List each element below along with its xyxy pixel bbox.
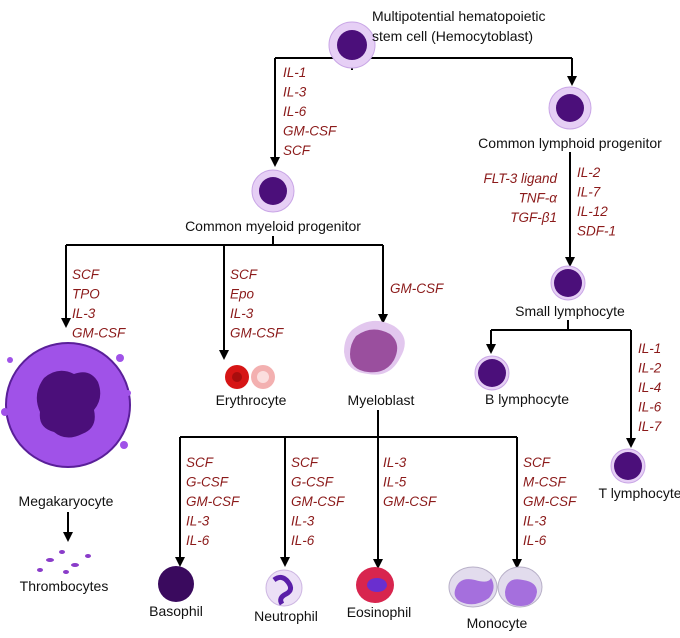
cytokine-label: SCF — [523, 455, 551, 470]
cytokine-label: G-CSF — [186, 475, 229, 490]
cell-labels: Multipotential hematopoietic stem cell (… — [19, 8, 680, 631]
cytokine-labels: IL-1 IL-3 IL-6 GM-CSF SCF FLT-3 ligand TNF-α TG… — [72, 65, 662, 548]
myeloblast-label: Myeloblast — [348, 392, 415, 408]
cytokines-to-megakaryocyte: SCF TPO IL-3 GM-CSF — [72, 267, 126, 341]
neutrophil-label: Neutrophil — [254, 608, 318, 624]
cytokine-label: IL-12 — [577, 204, 608, 219]
cytokine-label: IL-3 — [383, 455, 407, 470]
cytokines-to-monocyte: SCF M-CSF GM-CSF IL-3 IL-6 — [523, 455, 577, 548]
erythrocyte-label: Erythrocyte — [216, 392, 287, 408]
cytokines-to-neutrophil: SCF G-CSF GM-CSF IL-3 IL-6 — [291, 455, 345, 548]
cytokine-label: IL-7 — [577, 185, 601, 200]
erythrocyte-icon — [225, 365, 275, 389]
cytokine-label: IL-6 — [186, 533, 210, 548]
eosinophil-icon — [356, 567, 394, 603]
small-lymphocyte-icon — [550, 265, 586, 301]
cytokine-label: IL-6 — [523, 533, 547, 548]
hsc-branch-line — [275, 57, 572, 70]
cytokines-to-myeloid: IL-1 IL-3 IL-6 GM-CSF SCF — [283, 65, 337, 158]
cytokine-label: SCF — [72, 267, 100, 282]
basophil-label: Basophil — [149, 603, 203, 619]
cytokine-label: IL-1 — [283, 65, 306, 80]
cytokine-label: GM-CSF — [523, 494, 577, 509]
cytokine-label: SCF — [230, 267, 258, 282]
cytokine-label: IL-4 — [638, 380, 661, 395]
basophil-icon — [158, 566, 194, 602]
cytokine-label: GM-CSF — [283, 124, 337, 139]
myeloid-label: Common myeloid progenitor — [185, 218, 361, 234]
cytokines-to-t-lymphocyte: IL-1 IL-2 IL-4 IL-6 IL-7 — [638, 341, 662, 434]
cytokines-to-basophil: SCF G-CSF GM-CSF IL-3 IL-6 — [186, 455, 240, 548]
cytokine-label: G-CSF — [291, 475, 334, 490]
cytokine-label: SDF-1 — [577, 224, 616, 239]
b-lymphocyte-icon — [474, 355, 510, 391]
megakaryocyte-icon — [1, 342, 131, 468]
cytokine-label: GM-CSF — [390, 281, 444, 296]
connectors — [61, 57, 636, 569]
cytokines-to-eosinophil: IL-3 IL-5 GM-CSF — [383, 455, 437, 509]
cytokine-label: GM-CSF — [72, 326, 126, 341]
hsc-cell-icon — [328, 21, 376, 69]
neutrophil-icon — [265, 569, 303, 607]
myeloid-branch-line — [66, 236, 383, 246]
cytokine-label: IL-7 — [638, 419, 662, 434]
cytokines-to-lymphoid-right: IL-2 IL-7 IL-12 SDF-1 — [577, 165, 616, 239]
myeloid-progenitor-icon — [251, 169, 295, 213]
monocyte-label: Monocyte — [467, 615, 528, 631]
cytokine-label: SCF — [283, 143, 311, 158]
t-lymphocyte-label: T lymphocyte — [599, 485, 680, 501]
cytokine-label: IL-2 — [638, 361, 662, 376]
cytokine-label: IL-2 — [577, 165, 601, 180]
cytokine-label: GM-CSF — [186, 494, 240, 509]
lymphoid-progenitor-icon — [548, 86, 592, 130]
cytokine-label: IL-6 — [283, 104, 307, 119]
myeloblast-branch-line — [180, 410, 517, 438]
cytokine-label: IL-3 — [523, 514, 547, 529]
cytokines-to-erythrocyte: SCF Epo IL-3 GM-CSF — [230, 267, 284, 341]
cytokine-label: IL-3 — [283, 85, 307, 100]
cytokine-label: IL-3 — [72, 306, 96, 321]
cytokine-label: IL-1 — [638, 341, 661, 356]
cytokine-label: IL-5 — [383, 475, 407, 490]
cytokine-label: TNF-α — [519, 191, 559, 206]
thrombocytes-icon — [37, 550, 91, 574]
lymphoid-label: Common lymphoid progenitor — [478, 135, 662, 151]
cytokine-label: SCF — [291, 455, 319, 470]
cytokine-label: IL-3 — [291, 514, 315, 529]
cytokine-label: IL-6 — [638, 400, 662, 415]
cytokine-label: FLT-3 ligand — [483, 171, 557, 186]
small-lymphocyte-label: Small lymphocyte — [515, 303, 625, 319]
lymphocyte-branch-line — [491, 320, 631, 331]
cytokine-label: SCF — [186, 455, 214, 470]
monocyte-icon — [448, 566, 543, 608]
megakaryocyte-label: Megakaryocyte — [19, 493, 114, 509]
cytokine-label: GM-CSF — [383, 494, 437, 509]
cytokines-to-myeloblast: GM-CSF — [390, 281, 444, 296]
cytokine-label: IL-3 — [230, 306, 254, 321]
cytokine-label: TGF-β1 — [510, 210, 557, 225]
b-lymphocyte-label: B lymphocyte — [485, 391, 569, 407]
myeloblast-icon — [344, 320, 405, 375]
t-lymphocyte-icon — [610, 448, 646, 484]
cytokine-label: IL-6 — [291, 533, 315, 548]
cytokines-to-lymphoid-left: FLT-3 ligand TNF-α TGF-β1 — [483, 171, 558, 225]
cytokine-label: IL-3 — [186, 514, 210, 529]
cytokine-label: M-CSF — [523, 475, 566, 490]
eosinophil-label: Eosinophil — [347, 604, 412, 620]
thrombocytes-label: Thrombocytes — [20, 578, 109, 594]
hsc-label-line1: Multipotential hematopoietic — [372, 8, 546, 24]
cytokine-label: GM-CSF — [291, 494, 345, 509]
cytokine-label: TPO — [72, 287, 100, 302]
hsc-label-line2: stem cell (Hemocytoblast) — [372, 28, 533, 44]
cytokine-label: GM-CSF — [230, 326, 284, 341]
cytokine-label: Epo — [230, 287, 255, 302]
